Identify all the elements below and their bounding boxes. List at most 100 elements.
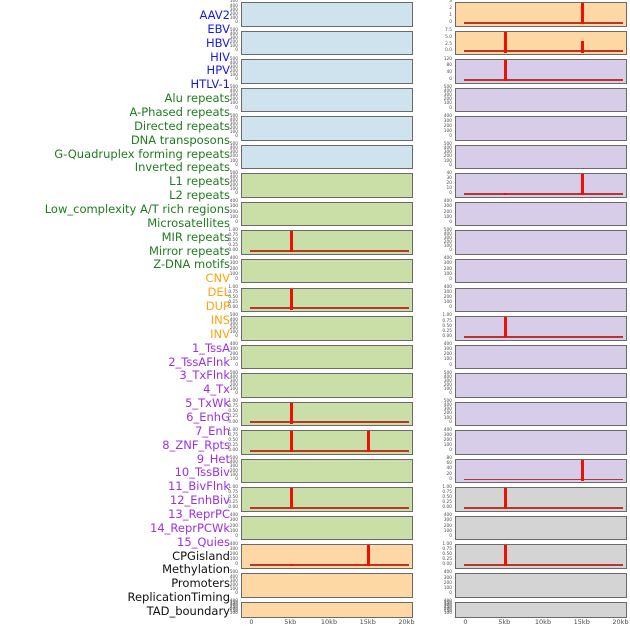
y-tick-label: 400 (229, 256, 238, 262)
track-label-directed-repeats: Directed repeats (134, 118, 230, 133)
panel-inv (455, 30, 627, 56)
y-tick-label: 200 (229, 325, 238, 331)
y-tick-label: 400 (443, 146, 452, 152)
y-tick-label: 0 (449, 362, 452, 368)
panel-ebv (241, 30, 413, 56)
peak-spike-5kb (503, 31, 507, 53)
y-tick-label: 100 (229, 472, 238, 478)
y-tick-label: 300 (443, 407, 452, 413)
panel-inverted-repeats (241, 316, 413, 341)
panel-6-enhg (455, 201, 627, 227)
y-tick-label: 0 (449, 305, 452, 311)
panel-methylation (455, 515, 627, 541)
y-tick-label: 0.00 (442, 333, 452, 339)
y-tick-label: 0.75 (228, 489, 238, 495)
y-tick-label: 60 (446, 461, 452, 467)
y-tick-label: 100 (229, 357, 238, 363)
y-tick-label: 0.00 (442, 562, 452, 568)
peak-spike-15kb (581, 3, 585, 24)
track-label-low-complexity-a-t-rich-regions: Low_complexity A/T rich regions (44, 202, 230, 217)
panel-dup (241, 601, 413, 619)
y-tick-label: 400 (229, 89, 238, 95)
y-tick-label: 300 (443, 378, 452, 384)
track-label-z-dna-motifs: Z-DNA motifs (153, 257, 230, 272)
peak-spike-15kb (367, 431, 371, 453)
y-tick-label: 0 (235, 276, 238, 282)
y-tick-label: 300 (229, 93, 238, 99)
y-tick-label: 300 (229, 347, 238, 353)
track-label-hiv: HIV (210, 49, 230, 64)
y-tick-label: 300 (443, 204, 452, 210)
y-tick-label: 0 (235, 134, 238, 140)
y-tick-label: 300 (229, 204, 238, 210)
y-tick-label: 0.50 (228, 238, 238, 244)
zero-baseline (250, 507, 409, 509)
y-tick-label: 400 (443, 256, 452, 262)
y-tick-label: 100 (443, 300, 452, 306)
y-tick-label: 400 (229, 598, 238, 604)
y-tick-label: 300 (229, 7, 238, 13)
y-tick-label: 500 (229, 170, 238, 176)
y-tick-label: 200 (443, 154, 452, 160)
panel-htlv-1 (241, 144, 413, 170)
y-tick-label: 500 (443, 227, 452, 233)
y-tick-label: 1.00 (442, 313, 452, 319)
panel-1-tssa (455, 59, 627, 84)
peak-spike-5kb (289, 488, 293, 510)
panel-4-tx (455, 144, 627, 170)
y-tick-label: 400 (229, 574, 238, 580)
y-tick-label: 300 (229, 546, 238, 552)
track-label-7-enh: 7_Enh (195, 423, 230, 438)
y-tick-label: 0.00 (228, 248, 238, 254)
peak-spike-5kb (289, 231, 293, 253)
panel-3-txflnk (455, 116, 627, 141)
y-tick-label: 300 (229, 36, 238, 42)
y-tick-label: 200 (229, 209, 238, 215)
y-tick-label: 150 (443, 609, 452, 615)
y-tick-label: 500 (229, 0, 238, 5)
y-tick-label: 1.00 (228, 227, 238, 233)
y-tick-label: 0.50 (442, 552, 452, 558)
y-tick-label: 100 (229, 72, 238, 78)
y-tick-label: 100 (229, 158, 238, 164)
panel-13-reprpc (455, 401, 627, 427)
y-tick-label: 1.00 (228, 399, 238, 405)
y-tick-label: 200 (229, 607, 238, 613)
y-tick-label: 100 (229, 44, 238, 50)
zero-baseline (464, 335, 623, 338)
y-tick-label: 0.75 (442, 318, 452, 324)
y-tick-label: 400 (229, 374, 238, 380)
y-tick-label: 300 (229, 178, 238, 184)
y-tick-label: 100 (443, 214, 452, 220)
y-tick-label: 0.00 (442, 505, 452, 511)
y-tick-label: 100 (229, 611, 238, 617)
panel-15-quies (455, 458, 627, 484)
zero-baseline (464, 478, 623, 481)
y-tick-label: 100 (443, 386, 452, 392)
zero-baseline (250, 449, 409, 452)
x-tick-label: 10kb (320, 618, 338, 626)
peak-spike-15kb (581, 174, 585, 196)
y-tick-label: 5.0 (445, 34, 452, 40)
y-tick-label: 0.25 (228, 443, 238, 449)
y-tick-label: 400 (229, 513, 238, 519)
x-tick-label: 0 (463, 618, 468, 626)
track-label-htlv-1: HTLV-1 (190, 77, 230, 92)
panel-ins (455, 2, 627, 27)
panel-hpv (241, 116, 413, 141)
track-label-9-het: 9_Het (196, 451, 230, 466)
y-tick-label: 400 (443, 374, 452, 380)
panel-z-dna-motifs (241, 515, 413, 541)
y-tick-label: 300 (443, 603, 452, 609)
y-tick-label: 200 (229, 125, 238, 131)
peak-spike-5kb (503, 545, 507, 567)
track-label-alu-repeats: Alu repeats (164, 91, 230, 106)
y-tick-label: 200 (229, 382, 238, 388)
y-tick-label: 0 (235, 219, 238, 225)
panel-l1-repeats (241, 344, 413, 370)
track-label-inv: INV (210, 326, 230, 341)
y-tick-label: 0 (449, 77, 452, 82)
y-tick-label: 0.25 (228, 300, 238, 306)
y-tick-label: 1.00 (442, 541, 452, 547)
y-tick-label: 400 (443, 570, 452, 576)
